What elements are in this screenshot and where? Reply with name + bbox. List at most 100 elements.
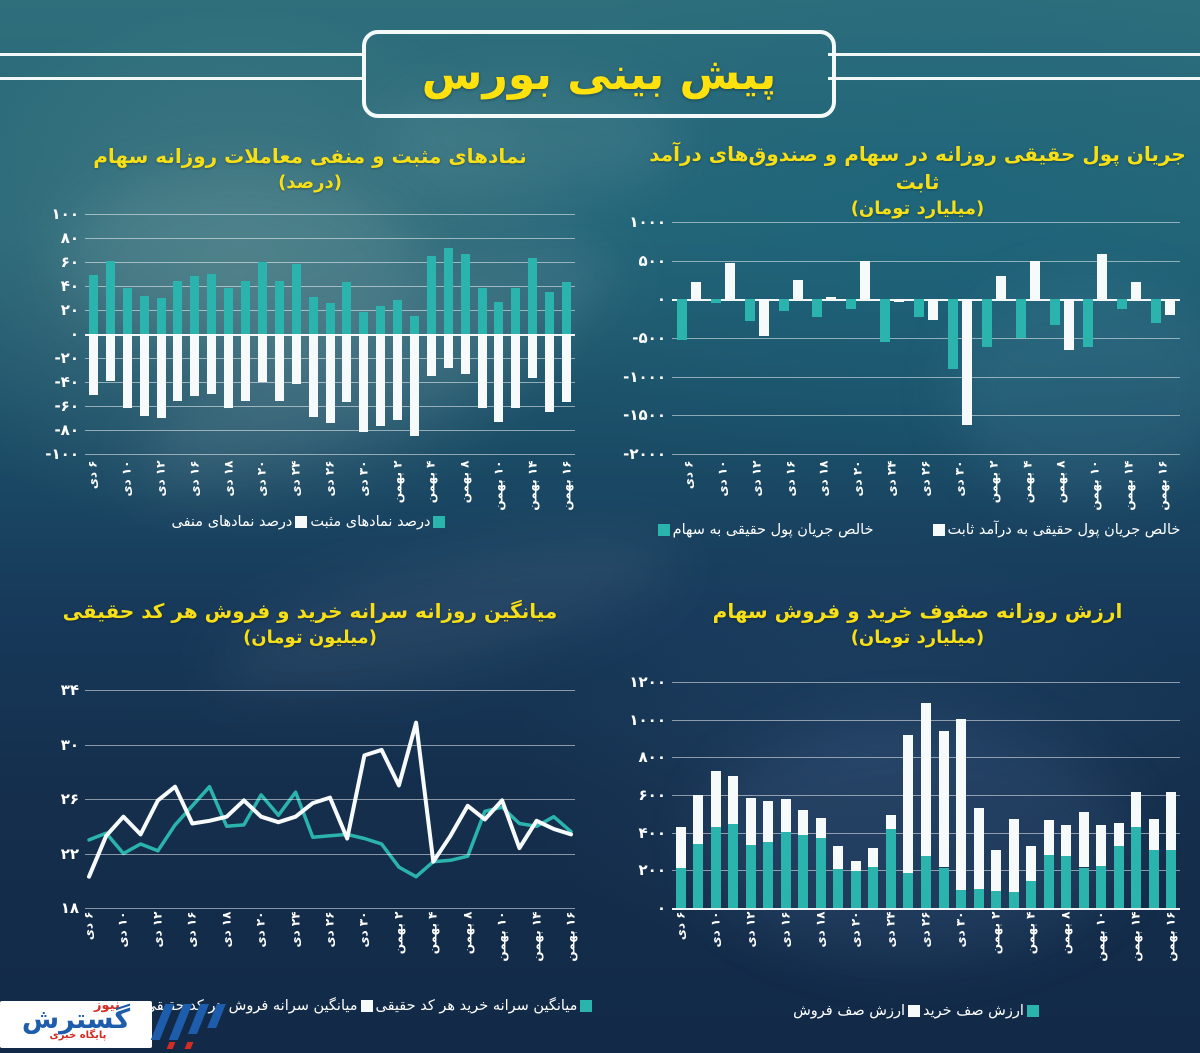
legend-swatch-white	[295, 516, 308, 528]
bar-positive	[274, 281, 284, 334]
y-tick-label: -۲۰۰۰	[623, 445, 666, 463]
y-tick-label: ۸۰۰	[638, 748, 666, 767]
bar-positive	[156, 298, 166, 334]
x-tick-label: ۲۴ دی	[884, 460, 899, 497]
x-tick-label: ۲ بهمن	[986, 460, 1001, 504]
legend: ارزش صف فروش ارزش صف خرید	[640, 1003, 1195, 1019]
bar-buy-queue	[815, 838, 826, 908]
bar-buy-queue	[903, 873, 914, 908]
x-tick-label: ۲ بهمن	[390, 460, 405, 504]
bar-positive	[224, 288, 234, 334]
y-tick-label: ۳۴	[60, 681, 79, 699]
bar-negative	[443, 334, 453, 368]
x-tick-label: ۱۰ بهمن	[1087, 460, 1102, 511]
bar-negative	[241, 334, 251, 402]
bar-stocks	[947, 299, 958, 369]
x-tick-label: ۲۰ دی	[848, 911, 863, 948]
gridline	[85, 908, 575, 909]
x-tick-label: ۴ بهمن	[423, 460, 438, 504]
gridline	[85, 214, 575, 215]
bar-negative	[409, 334, 419, 436]
bar-negative	[460, 334, 470, 374]
bar-sell-queue	[938, 730, 949, 868]
chart-real-money-flow: جریان پول حقیقی روزانه در سهام و صندوق‌ه…	[623, 140, 1195, 550]
bar-positive	[393, 300, 403, 334]
y-tick-label: -۶۰	[54, 397, 79, 415]
bar-positive	[105, 260, 115, 334]
logo-background	[0, 1001, 152, 1048]
bar-negative	[393, 334, 403, 421]
x-tick-label: ۸ بهمن	[1058, 911, 1073, 955]
x-tick-label: ۱۴ بهمن	[525, 460, 540, 511]
bar-fixed-income	[1063, 299, 1074, 350]
y-tick-label: ۲۰۰	[638, 861, 666, 880]
x-tick-label: ۲ بهمن	[988, 911, 1003, 955]
y-tick-label: ۶۰۰	[638, 786, 666, 804]
bar-negative	[494, 334, 504, 422]
bar-stocks	[1117, 299, 1128, 310]
bar-buy-queue	[675, 868, 686, 908]
bar-stocks	[812, 299, 823, 318]
x-tick-label: ۶ دی	[673, 911, 688, 941]
y-tick-label: -۴۰	[54, 373, 79, 391]
y-tick-label: -۵۰۰	[632, 329, 666, 347]
bar-positive	[342, 282, 352, 334]
legend: درصد نمادهای منفی درصد نمادهای مثبت	[30, 514, 590, 530]
y-tick-label: ۰	[656, 290, 666, 309]
x-tick-label: ۲۶ دی	[918, 460, 933, 497]
bar-sell-queue	[973, 808, 984, 890]
x-tick-label: ۱۴ بهمن	[1128, 911, 1143, 962]
x-tick-label: ۱۰ بهمن	[494, 911, 509, 962]
x-tick-label: ۱۸ دی	[221, 460, 236, 497]
gridline	[85, 799, 575, 800]
bar-buy-queue	[1166, 849, 1177, 908]
x-tick-label: ۱۰ دی	[119, 460, 134, 497]
bar-buy-queue	[763, 842, 774, 908]
bar-positive	[359, 312, 369, 334]
x-tick-label: ۴ بهمن	[1020, 460, 1035, 504]
bar-positive	[88, 275, 98, 334]
legend-swatch-teal	[657, 524, 670, 536]
chart-title: ارزش روزانه صفوف خرید و فروش سهام	[712, 599, 1123, 623]
x-tick-label: ۱۶ دی	[778, 911, 793, 948]
x-tick-label: ۱۰ دی	[708, 911, 723, 948]
x-tick-label: ۳۰ دی	[953, 911, 968, 948]
bar-buy-queue	[728, 824, 739, 908]
logo-chevron-icon	[187, 1004, 210, 1034]
bar-negative	[173, 334, 183, 402]
bar-buy-queue	[973, 889, 984, 908]
bar-fixed-income	[1097, 254, 1108, 300]
x-tick-label: ۳۰ دی	[356, 460, 371, 497]
x-tick-label: ۱۰ بهمن	[1093, 911, 1108, 962]
bar-sell-queue	[763, 800, 774, 843]
bar-sell-queue	[693, 795, 704, 844]
x-tick-label: ۱۲ دی	[150, 911, 165, 948]
legend-swatch-teal	[433, 516, 446, 528]
plot-area	[85, 214, 575, 455]
bar-fixed-income	[1131, 281, 1142, 300]
gridline	[672, 260, 1180, 262]
bar-buy-queue	[956, 890, 967, 908]
bar-negative	[156, 334, 166, 418]
bar-negative	[325, 334, 335, 423]
bar-stocks	[1049, 299, 1060, 325]
chart-title: میانگین روزانه سرانه خرید و فروش هر کد ح…	[62, 599, 558, 623]
bar-positive	[257, 262, 267, 334]
bar-positive	[376, 306, 386, 334]
bar-negative	[122, 334, 132, 409]
x-tick-label: ۱۶ دی	[187, 460, 202, 497]
legend-label: درصد نمادهای منفی	[171, 514, 293, 530]
bar-stocks	[981, 299, 992, 348]
x-tick-label: ۱۰ بهمن	[491, 460, 506, 511]
x-tick-label: ۳۰ دی	[356, 911, 371, 948]
bar-sell-queue	[1026, 845, 1037, 881]
x-tick-label: ۱۸ دی	[816, 460, 831, 497]
y-tick-label: ۱۰۰	[51, 205, 79, 223]
bar-fixed-income	[961, 299, 972, 426]
bar-positive	[477, 288, 487, 334]
bar-buy-queue	[1061, 856, 1072, 908]
bar-fixed-income	[724, 262, 735, 300]
bar-positive	[325, 302, 335, 334]
bar-sell-queue	[728, 776, 739, 825]
bar-negative	[562, 334, 572, 403]
